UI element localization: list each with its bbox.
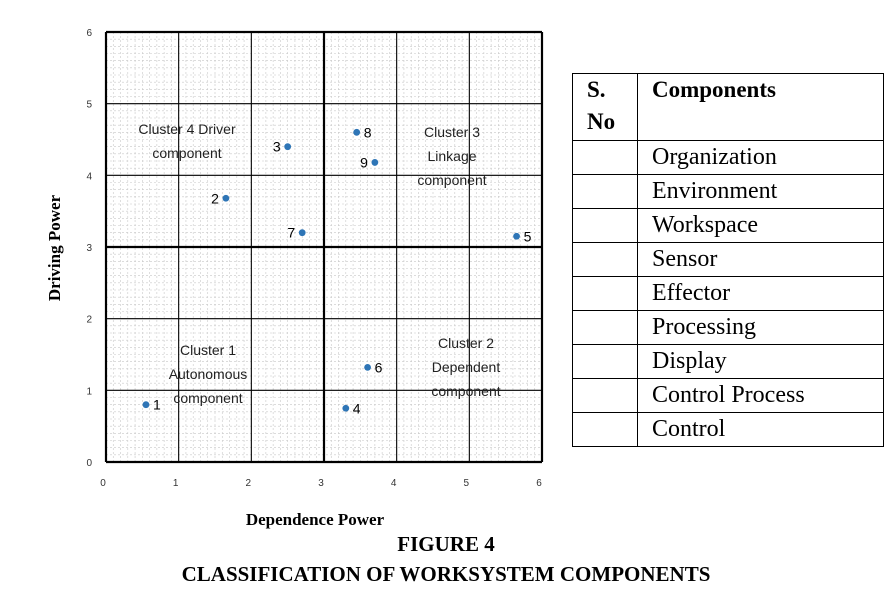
y-tick-label: 5: [86, 100, 92, 111]
cluster-label-line: component: [417, 172, 486, 188]
sno-cell: [572, 344, 638, 379]
x-tick-label: 2: [246, 478, 252, 489]
cluster-label-line: component: [431, 383, 500, 399]
table-row: Organization: [572, 140, 884, 175]
x-tick-label: 0: [100, 478, 106, 489]
sno-cell: [572, 378, 638, 413]
x-tick-labels: 0 1 2 3 4 5 6: [100, 478, 542, 489]
point-label: 7: [287, 225, 295, 241]
y-tick-label: 1: [86, 386, 92, 397]
sno-cell: [572, 208, 638, 243]
table-row: Control Process: [572, 378, 884, 413]
cluster-label-line: component: [173, 390, 242, 406]
data-point: [353, 128, 361, 136]
data-point: [298, 229, 306, 237]
major-grid: [104, 30, 544, 464]
sno-cell: [572, 140, 638, 175]
data-point: [222, 194, 230, 202]
point-label: 1: [153, 397, 161, 413]
sno-cell: [572, 310, 638, 345]
data-points: 1 2 3 4 5 6 7 8 9: [142, 124, 532, 416]
sno-cell: [572, 174, 638, 209]
component-cell: Organization: [637, 140, 884, 175]
x-tick-label: 6: [536, 478, 542, 489]
y-tick-labels: 0 1 2 3 4 5 6: [86, 28, 92, 469]
table-header-row: S. No Components: [572, 73, 884, 141]
x-axis-title: Dependence Power: [246, 510, 385, 529]
data-point: [284, 143, 292, 151]
components-table: S. No Components Organization Environment…: [572, 73, 884, 447]
y-tick-label: 0: [86, 458, 92, 469]
component-cell: Processing: [637, 310, 884, 345]
data-point: [342, 404, 350, 412]
table-row: Processing: [572, 310, 884, 345]
point-label: 4: [353, 400, 361, 416]
x-tick-label: 1: [173, 478, 179, 489]
data-point: [364, 364, 371, 371]
x-tick-label: 5: [464, 478, 470, 489]
point-label: 9: [360, 154, 368, 170]
sno-cell: [572, 242, 638, 277]
point-label: 5: [524, 228, 532, 244]
cluster-labels: Cluster 4 Driver component Cluster 3 Linkag…: [138, 121, 500, 406]
data-point: [371, 159, 379, 166]
table-row: Control: [572, 412, 884, 447]
component-cell: Sensor: [637, 242, 884, 277]
component-cell: Workspace: [637, 208, 884, 243]
y-tick-label: 6: [86, 28, 92, 39]
table-row: Environment: [572, 174, 884, 209]
cluster-label-line: component: [152, 145, 221, 161]
component-cell: Control: [637, 412, 884, 447]
cluster-label-line: Cluster 1: [180, 342, 236, 358]
component-cell: Display: [637, 344, 884, 379]
y-tick-label: 2: [86, 315, 92, 326]
scatter-chart: 0 1 2 3 4 5 6 0 1 2 3 4 5 6 Cluster 4 Driver componen…: [45, 28, 544, 529]
component-cell: Effector: [637, 276, 884, 311]
y-tick-label: 4: [86, 171, 92, 182]
component-cell: Control Process: [637, 378, 884, 413]
table-row: Display: [572, 344, 884, 379]
sno-cell: [572, 412, 638, 447]
y-axis-title: Driving Power: [45, 194, 64, 301]
x-tick-label: 3: [318, 478, 324, 489]
point-label: 2: [211, 190, 219, 206]
cluster-label-line: Autonomous: [169, 366, 248, 382]
component-cell: Environment: [637, 174, 884, 209]
cluster-label-line: Cluster 3: [424, 124, 480, 140]
data-point: [513, 232, 520, 240]
header-components: Components: [637, 73, 884, 141]
y-tick-label: 3: [86, 243, 92, 254]
data-point: [142, 401, 150, 409]
point-label: 8: [364, 124, 372, 140]
cluster-label-line: Linkage: [427, 148, 476, 164]
cluster-label-line: Cluster 4 Driver: [138, 121, 236, 137]
point-label: 6: [375, 359, 383, 375]
table-row: Effector: [572, 276, 884, 311]
point-label: 3: [273, 139, 281, 155]
header-sno: S. No: [572, 73, 638, 141]
x-tick-label: 4: [391, 478, 397, 489]
figure-number: FIGURE 4: [397, 532, 495, 556]
cluster-label-line: Dependent: [432, 359, 501, 375]
sno-cell: [572, 276, 638, 311]
cluster-label-line: Cluster 2: [438, 335, 494, 351]
figure-title: CLASSIFICATION OF WORKSYSTEM COMPONENTS: [181, 562, 711, 586]
table-row: Workspace: [572, 208, 884, 243]
table-row: Sensor: [572, 242, 884, 277]
